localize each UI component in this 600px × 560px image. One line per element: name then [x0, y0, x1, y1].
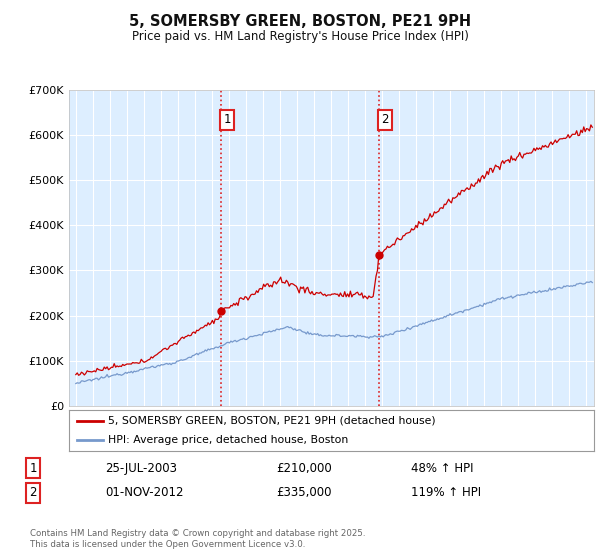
Text: 1: 1 — [223, 113, 231, 126]
Text: 119% ↑ HPI: 119% ↑ HPI — [411, 486, 481, 500]
Text: HPI: Average price, detached house, Boston: HPI: Average price, detached house, Bost… — [109, 435, 349, 445]
Text: 2: 2 — [29, 486, 37, 500]
Text: 2: 2 — [381, 113, 389, 126]
Text: Contains HM Land Registry data © Crown copyright and database right 2025.
This d: Contains HM Land Registry data © Crown c… — [30, 529, 365, 549]
Text: 1: 1 — [29, 461, 37, 475]
Text: 5, SOMERSBY GREEN, BOSTON, PE21 9PH (detached house): 5, SOMERSBY GREEN, BOSTON, PE21 9PH (det… — [109, 416, 436, 426]
Text: £210,000: £210,000 — [276, 461, 332, 475]
Text: 5, SOMERSBY GREEN, BOSTON, PE21 9PH: 5, SOMERSBY GREEN, BOSTON, PE21 9PH — [129, 14, 471, 29]
Text: Price paid vs. HM Land Registry's House Price Index (HPI): Price paid vs. HM Land Registry's House … — [131, 30, 469, 43]
Text: 01-NOV-2012: 01-NOV-2012 — [105, 486, 184, 500]
Text: 48% ↑ HPI: 48% ↑ HPI — [411, 461, 473, 475]
Text: £335,000: £335,000 — [276, 486, 331, 500]
Text: 25-JUL-2003: 25-JUL-2003 — [105, 461, 177, 475]
